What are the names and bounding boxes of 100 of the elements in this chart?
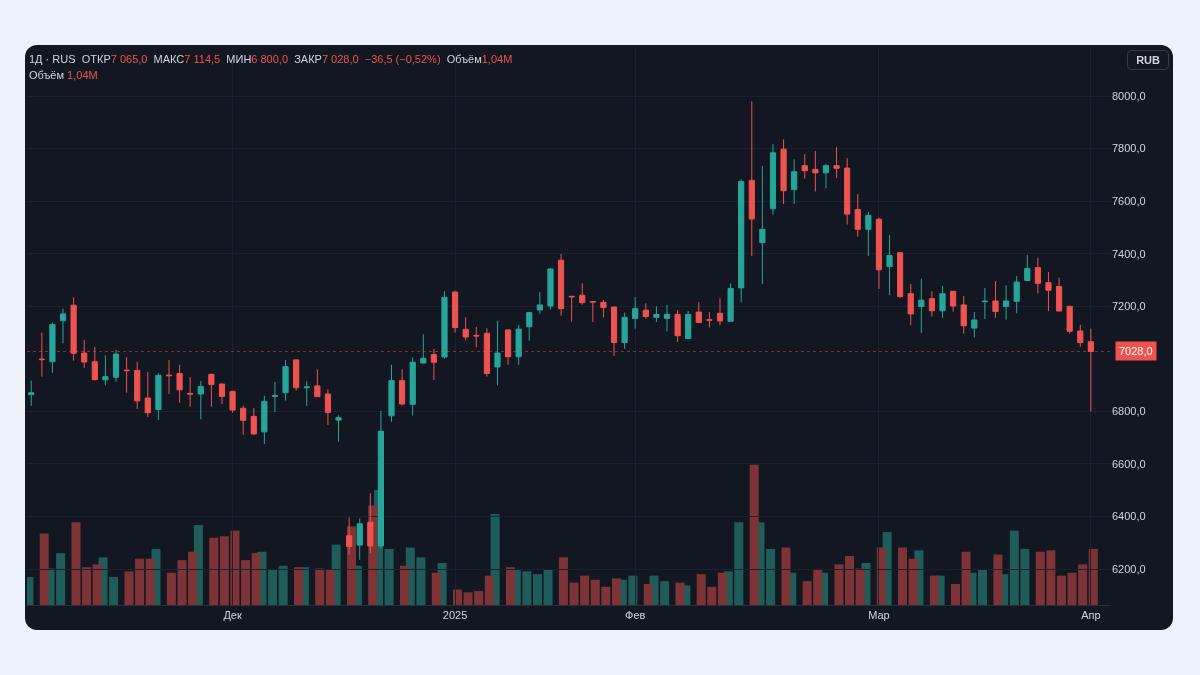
candlestick xyxy=(462,316,469,342)
bar xyxy=(1056,575,1066,605)
annotation: МАКС xyxy=(153,53,185,65)
annotation: МИН xyxy=(226,53,252,65)
candlestick xyxy=(314,368,321,398)
candlestick xyxy=(769,143,777,216)
candlestick xyxy=(250,407,257,436)
bar xyxy=(717,572,727,605)
candlestick xyxy=(1034,257,1041,294)
candlestick xyxy=(801,153,808,180)
candlestick xyxy=(854,193,861,238)
bar xyxy=(145,558,155,605)
candlestick xyxy=(388,364,395,423)
candlestick xyxy=(557,253,565,317)
candlestick xyxy=(324,388,332,426)
bar xyxy=(325,569,335,605)
candlestick xyxy=(38,332,45,378)
y-tick-label: 6600,0 xyxy=(1112,457,1146,470)
candlestick xyxy=(430,348,437,381)
candlestick xyxy=(918,278,925,334)
candlestick xyxy=(451,290,459,334)
y-tick-label: 7400,0 xyxy=(1112,247,1146,260)
candlestick xyxy=(589,300,596,323)
candlestick xyxy=(600,299,607,318)
bar xyxy=(399,565,409,605)
candlestick xyxy=(727,282,734,323)
candlestick xyxy=(1003,285,1010,321)
bar xyxy=(781,547,791,605)
candlestick xyxy=(240,405,247,436)
candlestick xyxy=(335,414,342,443)
candlestick xyxy=(1024,254,1031,282)
annotation: 6 800,0 xyxy=(251,53,289,65)
candlestick xyxy=(420,333,427,364)
candlestick xyxy=(674,309,681,343)
candlestick xyxy=(112,349,120,383)
candlestick xyxy=(49,322,56,374)
candlestick xyxy=(28,380,35,407)
y-tick-label: 6400,0 xyxy=(1112,510,1146,523)
bar xyxy=(278,565,288,605)
bar xyxy=(431,572,441,605)
y-tick-label: 6200,0 xyxy=(1112,562,1146,575)
bar xyxy=(834,564,844,605)
candlestick xyxy=(1066,305,1073,335)
candlestick xyxy=(494,320,501,386)
candlestick xyxy=(642,302,649,320)
candlestick xyxy=(971,311,978,339)
candlestick xyxy=(547,267,554,310)
candlestick xyxy=(653,305,660,323)
bar xyxy=(484,575,494,605)
x-tick-label: Фев xyxy=(625,609,646,622)
candlestick xyxy=(568,295,575,323)
bar xyxy=(532,574,542,605)
bar xyxy=(188,551,198,605)
annotation: 1,04M xyxy=(481,53,513,65)
bar xyxy=(241,560,251,605)
candlestick xyxy=(632,296,639,330)
bar xyxy=(855,568,865,605)
candlestick xyxy=(791,158,798,205)
bar xyxy=(675,582,685,605)
candlestick xyxy=(685,310,692,340)
candlestick xyxy=(812,150,819,192)
candlestick xyxy=(1013,275,1020,314)
annotation: ЗАКР xyxy=(294,53,322,65)
bar xyxy=(643,583,653,605)
bar xyxy=(845,555,855,605)
candlestick xyxy=(706,311,713,329)
bar xyxy=(749,464,759,605)
candlestick xyxy=(155,372,162,421)
candlestick xyxy=(939,285,946,319)
candlestick xyxy=(526,311,533,342)
bar xyxy=(135,558,145,605)
candlestick xyxy=(91,346,98,382)
candlestick xyxy=(165,359,173,395)
bar xyxy=(543,569,553,605)
bar xyxy=(558,557,568,605)
candlestick xyxy=(515,324,522,366)
candlestick xyxy=(134,361,141,410)
candlestick xyxy=(950,290,957,313)
y-axis-title: RUB xyxy=(1127,50,1169,70)
candlestick xyxy=(81,339,88,369)
annotation: 7 028,0 xyxy=(321,53,359,65)
candlestick xyxy=(483,327,490,378)
candlestick xyxy=(897,251,904,299)
annotation: 7 065,0 xyxy=(110,53,148,65)
candlestick xyxy=(271,381,279,413)
candlestick xyxy=(1045,271,1052,312)
bar xyxy=(124,571,134,605)
bar xyxy=(384,548,394,605)
candlestick xyxy=(738,178,745,303)
annotation: 1,04M xyxy=(67,69,98,81)
candlestick xyxy=(748,100,755,257)
bar xyxy=(294,567,304,605)
bar xyxy=(993,554,1003,605)
candlestick xyxy=(695,301,702,324)
x-tick-label: 2025 xyxy=(442,609,468,622)
candlestick xyxy=(261,395,268,445)
candlestick xyxy=(875,216,883,290)
candlestick xyxy=(833,146,840,179)
bar xyxy=(315,568,325,605)
candlestick xyxy=(70,296,77,362)
